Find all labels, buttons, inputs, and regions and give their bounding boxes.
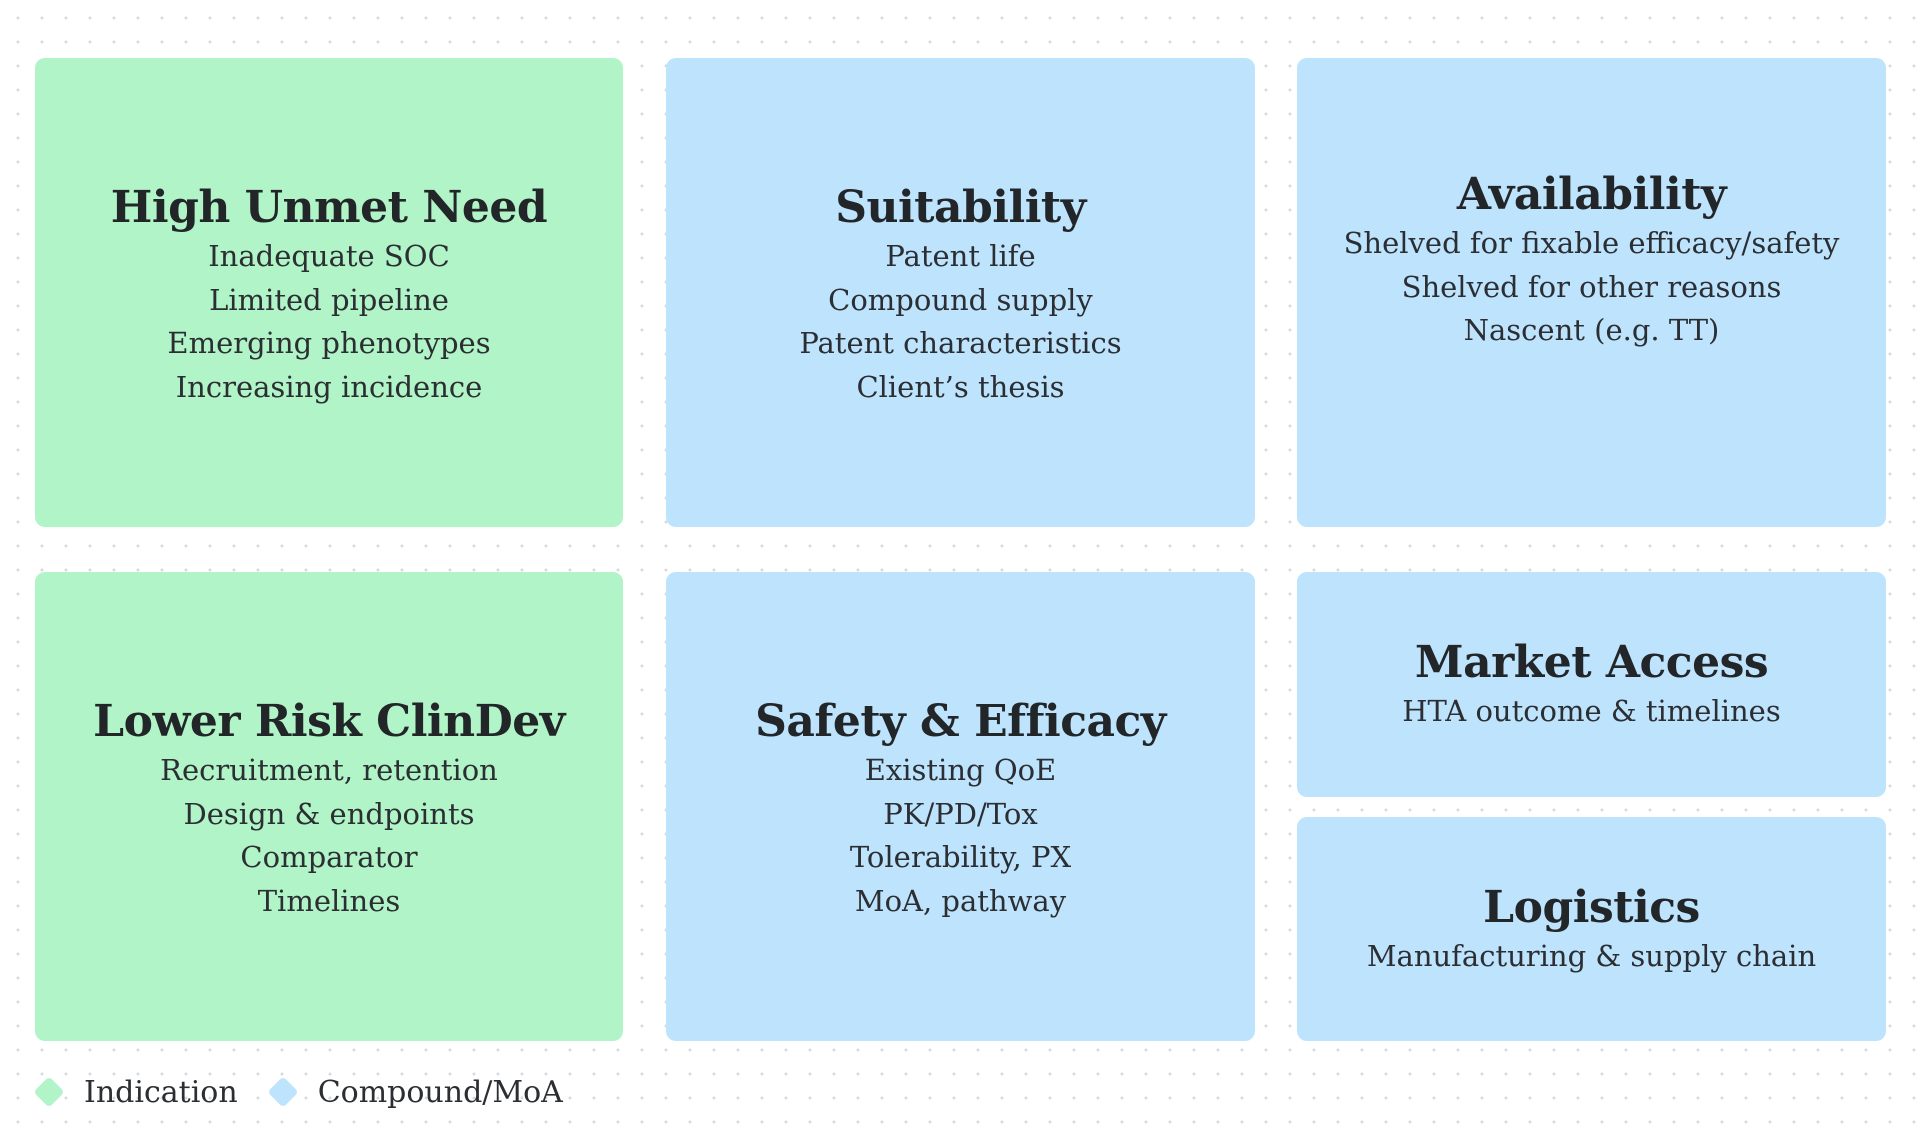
card-title: Availability [1456, 169, 1727, 220]
card-line: Recruitment, retention [160, 753, 498, 787]
card-line: HTA outcome & timelines [1402, 694, 1781, 728]
card-line: Client’s thesis [856, 369, 1065, 404]
card-line: Shelved for fixable efficacy/safety [1343, 226, 1840, 260]
card-lines: HTA outcome & timelines [1402, 690, 1780, 734]
card-safety-efficacy: Safety & Efficacy Existing QoE PK/PD/Tox… [666, 572, 1255, 1041]
card-line: Tolerability, PX [849, 840, 1072, 874]
card-lines: Shelved for fixable efficacy/safety Shel… [1344, 222, 1840, 353]
card-logistics: Logistics Manufacturing & supply chain [1297, 817, 1886, 1041]
card-line: Comparator [240, 840, 418, 874]
card-lines: Recruitment, retention Design & endpoint… [160, 749, 498, 923]
card-title: Logistics [1483, 882, 1700, 933]
card-line: Manufacturing & supply chain [1366, 939, 1817, 973]
card-line: Shelved for other reasons [1401, 269, 1782, 304]
card-title: Safety & Efficacy [755, 696, 1166, 747]
legend-label: Compound/MoA [317, 1074, 563, 1110]
card-line: Design & endpoints [183, 796, 475, 831]
card-line: Limited pipeline [209, 282, 449, 317]
legend-item-compound-moa: Compound/MoA [264, 1075, 563, 1110]
card-line: PK/PD/Tox [883, 796, 1038, 831]
card-title: High Unmet Need [110, 182, 548, 233]
card-availability: Availability Shelved for fixable efficac… [1297, 58, 1886, 527]
card-market-access: Market Access HTA outcome & timelines [1297, 572, 1886, 797]
card-high-unmet-need: High Unmet Need Inadequate SOC Limited p… [35, 58, 623, 527]
card-line: Patent life [885, 239, 1036, 273]
diamond-icon [33, 1076, 65, 1108]
card-line: Nascent (e.g. TT) [1463, 313, 1720, 347]
card-line: Emerging phenotypes [167, 326, 491, 360]
legend: Indication Compound/MoA [30, 1070, 589, 1114]
card-lines: Manufacturing & supply chain [1367, 935, 1816, 979]
card-line: Increasing incidence [175, 369, 483, 404]
card-line: Timelines [257, 883, 401, 918]
card-line: Existing QoE [864, 753, 1057, 787]
diamond-icon [267, 1076, 299, 1108]
card-lines: Existing QoE PK/PD/Tox Tolerability, PX … [850, 749, 1071, 923]
card-line: Compound supply [828, 282, 1093, 317]
card-lines: Patent life Compound supply Patent chara… [799, 235, 1121, 409]
card-title: Lower Risk ClinDev [93, 696, 565, 747]
card-lines: Inadequate SOC Limited pipeline Emerging… [167, 235, 490, 409]
card-line: Inadequate SOC [208, 239, 450, 273]
legend-label: Indication [84, 1074, 238, 1110]
card-suitability: Suitability Patent life Compound supply … [666, 58, 1255, 527]
legend-item-indication: Indication [30, 1075, 238, 1110]
card-title: Suitability [835, 182, 1086, 233]
card-lower-risk-clindev: Lower Risk ClinDev Recruitment, retentio… [35, 572, 623, 1041]
card-title: Market Access [1414, 637, 1769, 688]
card-line: Patent characteristics [799, 326, 1122, 360]
card-line: MoA, pathway [854, 883, 1067, 918]
